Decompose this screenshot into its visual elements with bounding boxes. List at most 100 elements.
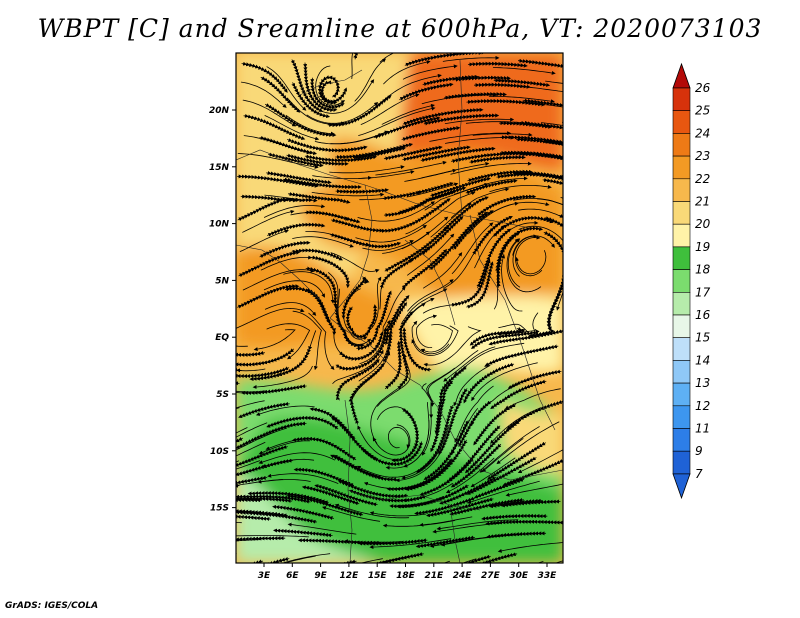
- streamline: [281, 553, 331, 563]
- streamline: [311, 192, 385, 197]
- streamline: [543, 139, 563, 147]
- colorbar-swatch: [672, 428, 691, 452]
- streamline: [507, 238, 521, 288]
- streamline: [419, 516, 473, 527]
- country-border: [236, 244, 321, 301]
- streamline: [506, 399, 563, 430]
- streamline: [421, 161, 490, 179]
- country-border: [457, 59, 463, 216]
- streamline: [354, 58, 387, 102]
- lon-tick-label: 9E: [314, 571, 327, 581]
- lon-tick-label: 27E: [481, 571, 501, 581]
- streamline: [496, 421, 560, 465]
- colorbar-swatch: [672, 314, 691, 339]
- country-border: [329, 317, 421, 386]
- streamline: [481, 513, 548, 521]
- colorbar-level-label: 26: [695, 81, 711, 95]
- colorbar-level-label: 7: [695, 467, 703, 481]
- streamline: [330, 454, 398, 482]
- country-border: [379, 189, 531, 229]
- streamline: [513, 171, 563, 181]
- streamline: [353, 53, 360, 60]
- streamline: [466, 552, 518, 563]
- colorbar-level-label: 25: [695, 104, 710, 118]
- colorbar-bottom-arrow: [672, 473, 691, 500]
- streamline: [411, 325, 459, 356]
- lon-tick-label: 6E: [286, 571, 299, 581]
- colorbar-swatch: [672, 246, 691, 270]
- streamline: [520, 120, 563, 131]
- lat-tick-label: 5N: [215, 276, 229, 286]
- streamline: [267, 222, 326, 237]
- streamline: [420, 324, 453, 353]
- streamline: [236, 380, 240, 386]
- streamline: [477, 194, 537, 216]
- streamline: [454, 75, 511, 82]
- colorbar-swatch: [672, 223, 691, 248]
- streamline: [250, 556, 290, 563]
- streamline: [542, 178, 563, 187]
- streamline: [541, 122, 563, 126]
- lat-tick-label: 10S: [210, 447, 229, 457]
- country-border: [236, 149, 381, 191]
- country-borders: [236, 59, 563, 563]
- streamline: [242, 209, 295, 233]
- streamline: [444, 117, 515, 124]
- streamline: [485, 344, 559, 366]
- streamline: [423, 113, 500, 126]
- colorbar-level-label: 14: [695, 353, 710, 367]
- streamline: [329, 165, 405, 174]
- streamline: [536, 152, 563, 161]
- streamline: [558, 214, 563, 221]
- map-frame: [235, 52, 564, 564]
- streamline: [335, 188, 389, 194]
- streamline: [489, 184, 552, 192]
- streamline: [283, 555, 316, 563]
- lon-tick-label: 33E: [538, 571, 558, 581]
- colorbar-level-label: 9: [695, 444, 703, 458]
- colorbar-swatch: [672, 87, 691, 112]
- streamline: [236, 553, 237, 554]
- streamline: [259, 240, 311, 259]
- streamline: [501, 254, 523, 312]
- lat-tick-label: EQ: [215, 333, 229, 343]
- colorbar-level-label: 21: [695, 195, 710, 209]
- colorbar-swatch: [672, 269, 691, 293]
- streamline: [317, 75, 341, 105]
- streamline: [238, 401, 290, 419]
- streamline: [491, 201, 550, 214]
- streamline: [407, 279, 454, 312]
- lon-tick-label: 3E: [258, 571, 271, 581]
- streamline: [559, 174, 563, 180]
- lon-tick-label: 21E: [424, 571, 444, 581]
- lon-tick-label: 18E: [396, 571, 416, 581]
- streamline: [236, 522, 242, 524]
- colorbar-swatch: [672, 178, 691, 202]
- colorbar-level-label: 17: [695, 285, 711, 299]
- streamline: [285, 114, 335, 136]
- latitude-axis: 20N 15N 10N 5N EQ 5S 10S 15S: [209, 106, 236, 514]
- streamline: [402, 327, 432, 372]
- streamline: [351, 53, 354, 79]
- country-border: [469, 214, 521, 341]
- streamline: [283, 177, 362, 189]
- colorbar-top-arrow: [672, 62, 691, 89]
- streamline: [442, 55, 500, 62]
- country-border: [329, 184, 373, 319]
- streamline: [471, 362, 538, 402]
- country-border: [419, 384, 563, 481]
- streamline: [514, 250, 547, 275]
- colorbar-level-label: 22: [695, 172, 710, 186]
- colorbar-level-label: 24: [695, 126, 710, 140]
- lon-tick-label: 15E: [368, 571, 388, 581]
- streamline: [355, 552, 424, 563]
- streamline: [545, 80, 563, 84]
- lon-tick-label: 30E: [509, 571, 529, 581]
- colorbar-swatch: [672, 155, 691, 180]
- streamline: [485, 519, 563, 526]
- streamline: [411, 320, 450, 355]
- streamline: [237, 197, 300, 222]
- country-border: [299, 69, 363, 96]
- streamline: [512, 234, 538, 277]
